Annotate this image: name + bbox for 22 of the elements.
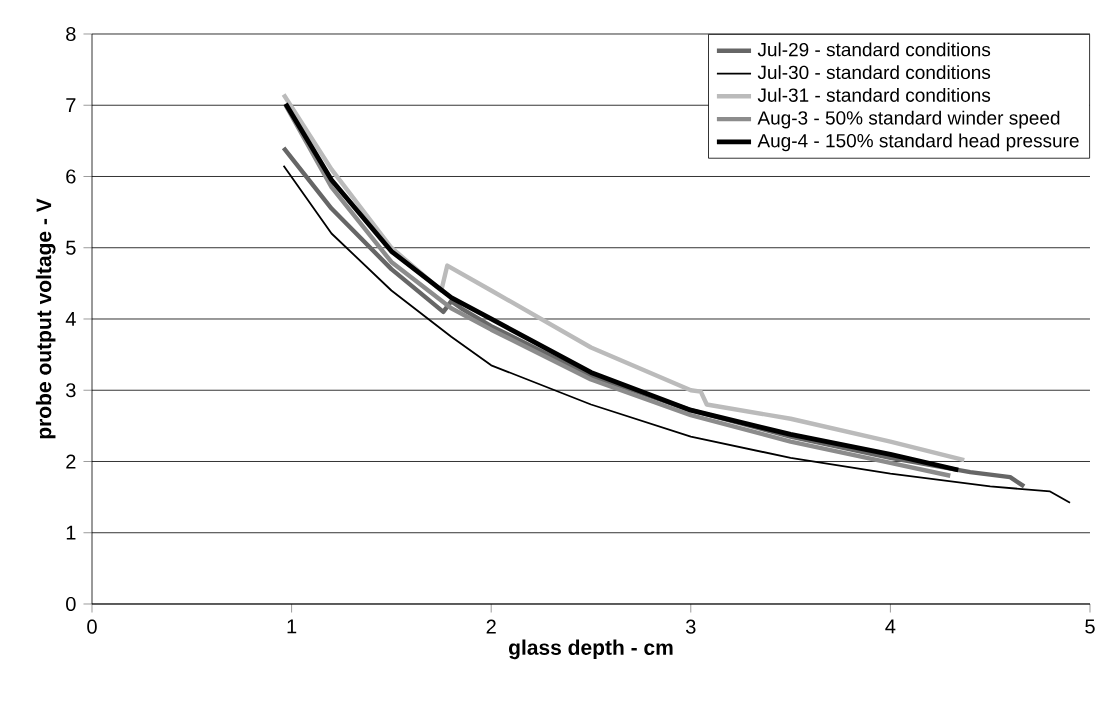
legend-label: Jul-30 - standard conditions (757, 65, 991, 80)
legend-label: Aug-3 - 50% standard winder speed (757, 110, 1060, 129)
legend-label: Aug-4 - 150% standard head pressure (757, 133, 1079, 152)
y-tick-label: 1 (66, 525, 76, 540)
y-tick-label: 8 (66, 26, 76, 42)
y-axis-title: probe output voltage - V (35, 198, 56, 439)
legend-label: Jul-29 - standard conditions (757, 42, 991, 57)
y-tick-label: 2 (66, 454, 76, 469)
y-tick-label: 4 (65, 312, 76, 326)
y-tick-label: 0 (66, 596, 76, 612)
x-tick-label: 2 (486, 619, 496, 634)
x-tick-label: 1 (287, 619, 297, 634)
x-axis-title: glass depth - cm (508, 639, 673, 660)
x-tick-label: 4 (885, 619, 896, 634)
legend-label: Jul-31 - standard conditions (757, 87, 991, 102)
y-tick-label: 3 (66, 383, 76, 398)
y-tick-label: 7 (66, 98, 76, 113)
y-tick-label: 5 (66, 240, 76, 255)
y-tick-label: 6 (66, 169, 76, 184)
x-tick-label: 3 (685, 619, 696, 634)
x-tick-label: 0 (87, 619, 97, 634)
x-tick-label: 5 (1085, 619, 1095, 634)
